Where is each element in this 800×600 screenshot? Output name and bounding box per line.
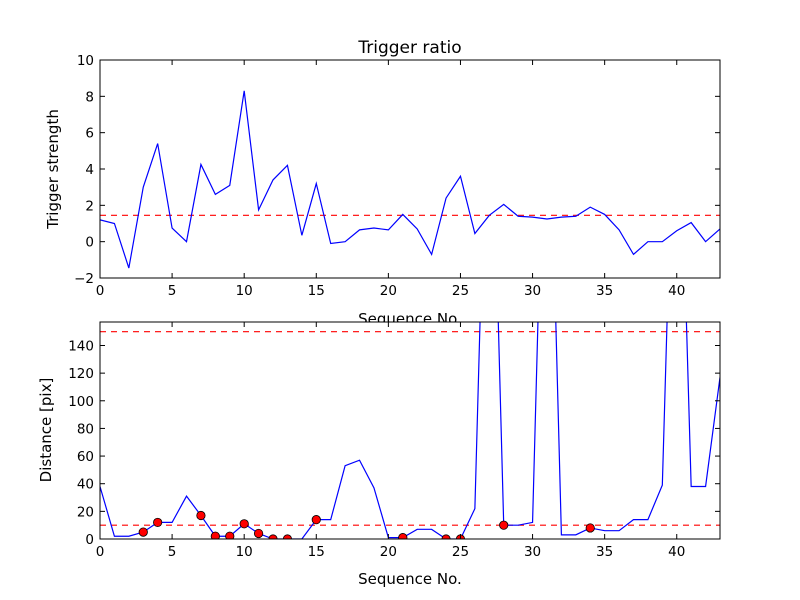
distance-xtick-label: 10 xyxy=(236,544,253,560)
distance-highlight-point xyxy=(585,523,595,533)
distance-xtick-label: 5 xyxy=(168,544,177,560)
trigger-chart-title: Trigger ratio xyxy=(357,38,461,58)
trigger-xtick-label: 20 xyxy=(380,283,397,299)
trigger-ytick-label: −2 xyxy=(74,271,94,287)
trigger-xtick-label: 0 xyxy=(96,283,105,299)
trigger-xtick-label: 15 xyxy=(308,283,325,299)
distance-highlight-point xyxy=(210,531,220,539)
trigger-xtick-label: 40 xyxy=(668,283,685,299)
distance-ytick-label: 140 xyxy=(68,338,94,354)
distance-ytick-label: 80 xyxy=(77,421,94,437)
distance-xtick-label: 35 xyxy=(596,544,613,560)
trigger-xtick-label: 30 xyxy=(524,283,541,299)
trigger-chart-plot-area xyxy=(100,60,720,278)
distance-highlight-point xyxy=(499,520,509,530)
distance-highlight-point xyxy=(225,531,235,539)
distance-chart: 0 5 10 15 20 25 30 35 40 0 20 40 60 80 100 120 140 Seque… xyxy=(37,321,721,588)
distance-highlight-point xyxy=(311,515,321,525)
trigger-xtick-label: 10 xyxy=(236,283,253,299)
trigger-ytick-label: 0 xyxy=(85,235,94,251)
distance-ytick-label: 40 xyxy=(77,477,94,493)
distance-xtick-label: 40 xyxy=(668,544,685,560)
distance-xtick-label: 0 xyxy=(96,544,105,560)
trigger-ytick-label: 2 xyxy=(85,198,94,214)
distance-xtick-label: 25 xyxy=(452,544,469,560)
trigger-ytick-label: 10 xyxy=(77,53,94,69)
distance-highlight-point xyxy=(398,533,408,539)
distance-ytick-label: 60 xyxy=(77,449,94,465)
trigger-ytick-label: 4 xyxy=(85,162,94,178)
distance-highlight-point xyxy=(153,517,163,528)
distance-highlight-point xyxy=(239,519,249,529)
distance-highlight-point xyxy=(138,527,148,537)
distance-chart-ylabel: Distance [pix] xyxy=(37,378,55,483)
trigger-ytick-label: 6 xyxy=(85,126,94,142)
trigger-ytick-label: 8 xyxy=(85,89,94,105)
distance-ytick-label: 20 xyxy=(77,504,94,520)
distance-highlight-point xyxy=(254,528,264,539)
trigger-xtick-label: 25 xyxy=(452,283,469,299)
distance-xtick-label: 15 xyxy=(308,544,325,560)
trigger-series-line-0 xyxy=(100,90,720,269)
distance-highlight-point xyxy=(196,510,206,521)
distance-ytick-label: 0 xyxy=(85,532,94,548)
trigger-chart-frame xyxy=(99,59,721,279)
distance-chart-xlabel: Sequence No. xyxy=(358,570,462,588)
distance-chart-frame xyxy=(99,321,721,540)
distance-xtick-label: 20 xyxy=(380,544,397,560)
distance-chart-plot-area xyxy=(100,322,720,539)
trigger-xtick-label: 35 xyxy=(596,283,613,299)
distance-xtick-label: 30 xyxy=(524,544,541,560)
trigger-xtick-label: 5 xyxy=(168,283,177,299)
distance-ytick-label: 100 xyxy=(68,394,94,410)
distance-ytick-label: 120 xyxy=(68,366,94,382)
trigger-chart-ylabel: Trigger strength xyxy=(44,109,62,230)
